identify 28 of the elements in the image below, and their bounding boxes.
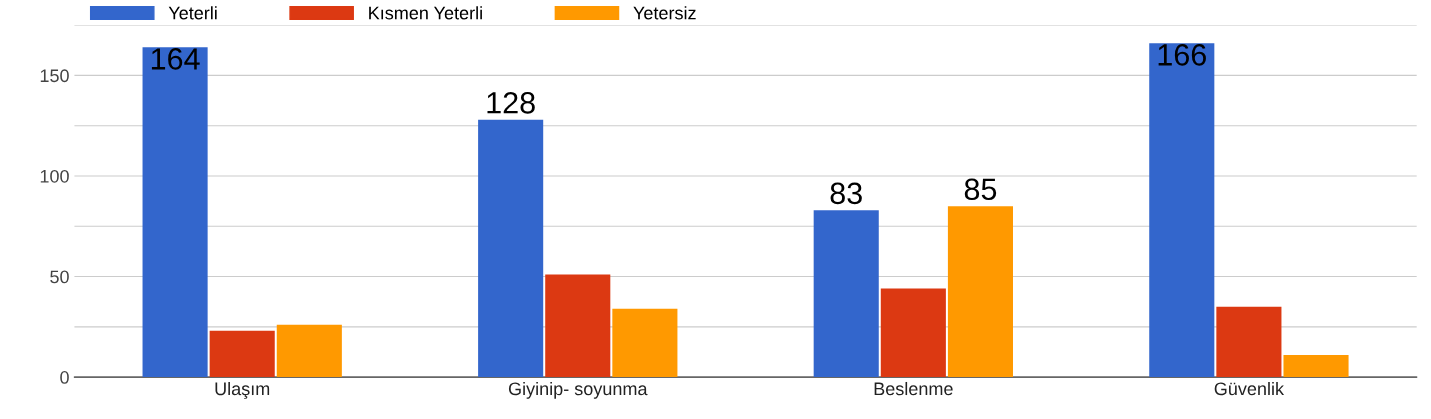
bar — [478, 119, 544, 378]
data-label: 85 — [964, 178, 997, 201]
x-tick-label: Beslenme — [874, 381, 953, 396]
bar — [209, 330, 275, 378]
bar — [612, 308, 678, 378]
bar — [142, 47, 208, 378]
x-tick-label: Güvenlik — [1214, 381, 1285, 396]
y-tick-label: 100 — [40, 169, 69, 183]
x-tick-label: Giyinip- soyunma — [508, 381, 648, 399]
bar — [947, 206, 1013, 378]
bar — [1283, 354, 1349, 378]
bar — [813, 210, 879, 378]
legend-label: Yetersiz — [633, 6, 696, 20]
y-tick-label: 50 — [50, 270, 69, 284]
data-label: 164 — [151, 48, 200, 70]
bar — [545, 274, 611, 378]
bar — [880, 288, 946, 378]
legend-label: Kısmen Yeterli — [369, 6, 482, 20]
legend-label: Yeterli — [168, 6, 217, 20]
y-tick-label: 150 — [40, 69, 69, 83]
bar — [1216, 306, 1282, 378]
data-label: 128 — [487, 91, 535, 114]
data-label: 166 — [1158, 44, 1206, 66]
bar — [1149, 43, 1215, 378]
x-tick-label: Ulaşım — [215, 381, 270, 399]
y-tick-label: 0 — [60, 371, 69, 384]
bar — [276, 324, 342, 378]
data-label: 83 — [830, 182, 862, 205]
